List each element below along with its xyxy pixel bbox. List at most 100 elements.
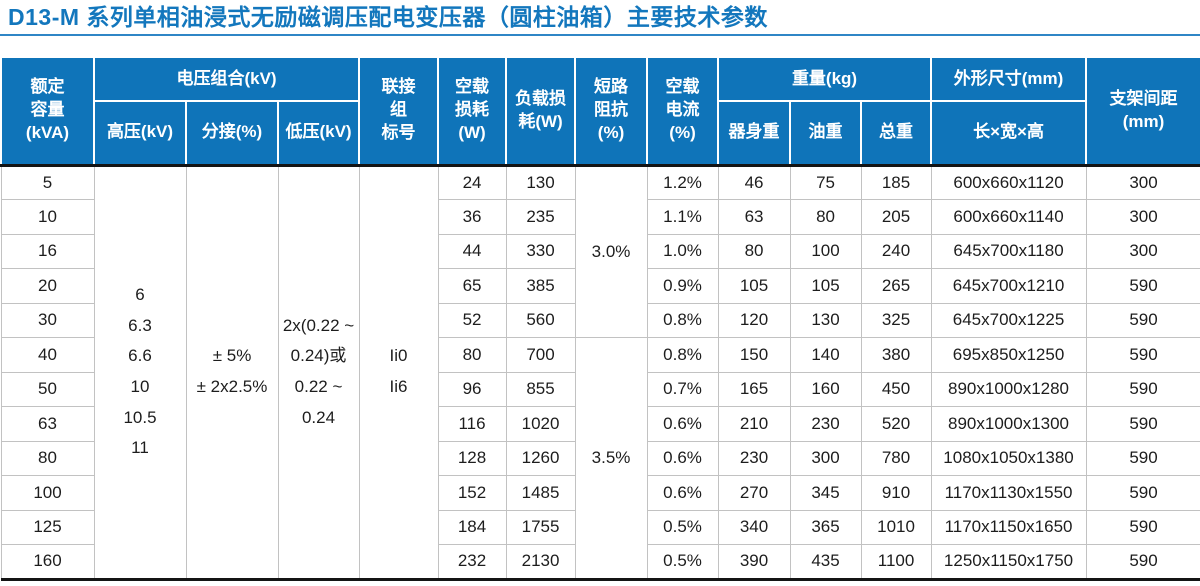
cell-kva: 160 xyxy=(0,544,95,580)
table-row: 16 44 330 1.0% 80 100 240 645x700x1180 3… xyxy=(0,233,1200,269)
cell-kva: 40 xyxy=(0,337,95,373)
cell-load-loss: 560 xyxy=(505,302,576,338)
header-voltage-group: 电压组合(kV) xyxy=(92,56,361,102)
cell-oil-weight: 105 xyxy=(789,268,862,304)
page-title: D13-M 系列单相油浸式无励磁调压配电变压器（圆柱油箱）主要技术参数 xyxy=(8,4,768,30)
cell-load-loss: 235 xyxy=(505,199,576,235)
cell-bracket-spacing: 590 xyxy=(1085,337,1200,373)
cell-no-load-current: 0.8% xyxy=(646,337,719,373)
cell-bracket-spacing: 590 xyxy=(1085,371,1200,407)
cell-bracket-spacing: 590 xyxy=(1085,475,1200,511)
cell-kva: 5 xyxy=(0,164,95,200)
cell-body-weight: 340 xyxy=(717,509,791,545)
cell-connection-values: Ii0 Ii6 xyxy=(358,164,439,580)
cell-dimensions: 890x1000x1300 xyxy=(930,406,1087,442)
cell-oil-weight: 345 xyxy=(789,475,862,511)
table-row: 63 116 1020 0.6% 210 230 520 890x1000x13… xyxy=(0,406,1200,442)
header-bracket-spacing: 支架间距 (mm) xyxy=(1085,56,1200,166)
cell-no-load-current: 0.6% xyxy=(646,475,719,511)
cell-dimensions: 645x700x1225 xyxy=(930,302,1087,338)
cell-total-weight: 240 xyxy=(860,233,932,269)
cell-load-loss: 330 xyxy=(505,233,576,269)
table-row: 30 52 560 0.8% 120 130 325 645x700x1225 … xyxy=(0,302,1200,338)
header-no-load-current: 空载 电流 (%) xyxy=(646,56,720,166)
cell-load-loss: 2130 xyxy=(505,544,576,580)
cell-body-weight: 210 xyxy=(717,406,791,442)
cell-bracket-spacing: 300 xyxy=(1085,233,1200,269)
cell-no-load-current: 0.5% xyxy=(646,509,719,545)
cell-hv-values: 6 6.3 6.6 10 10.5 11 xyxy=(93,164,187,580)
cell-load-loss: 1485 xyxy=(505,475,576,511)
cell-lv-values: 2x(0.22 ~ 0.24)或 0.22 ~ 0.24 xyxy=(277,164,360,580)
cell-kva: 100 xyxy=(0,475,95,511)
cell-body-weight: 80 xyxy=(717,233,791,269)
cell-oil-weight: 365 xyxy=(789,509,862,545)
cell-total-weight: 1100 xyxy=(860,544,932,580)
cell-body-weight: 150 xyxy=(717,337,791,373)
cell-oil-weight: 140 xyxy=(789,337,862,373)
cell-kva: 30 xyxy=(0,302,95,338)
cell-oil-weight: 100 xyxy=(789,233,862,269)
header-tap: 分接(%) xyxy=(185,100,279,166)
table-row: 10 36 235 1.1% 63 80 205 600x660x1140 30… xyxy=(0,199,1200,235)
cell-dimensions: 600x660x1120 xyxy=(930,164,1087,200)
cell-dimensions: 1080x1050x1380 xyxy=(930,440,1087,476)
cell-total-weight: 185 xyxy=(860,164,932,200)
cell-kva: 10 xyxy=(0,199,95,235)
cell-no-load-current: 0.7% xyxy=(646,371,719,407)
cell-no-load-current: 1.2% xyxy=(646,164,719,200)
cell-no-load-loss: 24 xyxy=(437,164,507,200)
cell-total-weight: 780 xyxy=(860,440,932,476)
cell-body-weight: 105 xyxy=(717,268,791,304)
cell-bracket-spacing: 590 xyxy=(1085,544,1200,580)
cell-body-weight: 63 xyxy=(717,199,791,235)
table-row: 20 65 385 0.9% 105 105 265 645x700x1210 … xyxy=(0,268,1200,304)
cell-dimensions: 1170x1150x1650 xyxy=(930,509,1087,545)
cell-no-load-current: 0.9% xyxy=(646,268,719,304)
cell-dimensions: 645x700x1210 xyxy=(930,268,1087,304)
table-row: 50 96 855 0.7% 165 160 450 890x1000x1280… xyxy=(0,371,1200,407)
table-header: 额定 容量 (kVA) 电压组合(kV) 联接 组 标号 空载 损耗 (W) 负… xyxy=(0,56,1200,166)
cell-no-load-loss: 44 xyxy=(437,233,507,269)
cell-dimensions: 695x850x1250 xyxy=(930,337,1087,373)
cell-tap-values: ± 5% ± 2x2.5% xyxy=(185,164,279,580)
table-row: 40 80 700 3.5% 0.8% 150 140 380 695x850x… xyxy=(0,337,1200,580)
cell-total-weight: 265 xyxy=(860,268,932,304)
table-row: 160 232 2130 0.5% 390 435 1100 1250x1150… xyxy=(0,544,1200,580)
cell-no-load-current: 1.0% xyxy=(646,233,719,269)
cell-no-load-current: 0.6% xyxy=(646,440,719,476)
cell-total-weight: 205 xyxy=(860,199,932,235)
cell-no-load-loss: 65 xyxy=(437,268,507,304)
header-oil-weight: 油重 xyxy=(789,100,863,166)
cell-dimensions: 645x700x1180 xyxy=(930,233,1087,269)
cell-total-weight: 1010 xyxy=(860,509,932,545)
cell-oil-weight: 230 xyxy=(789,406,862,442)
cell-no-load-loss: 80 xyxy=(437,337,507,373)
cell-body-weight: 270 xyxy=(717,475,791,511)
header-total-weight: 总重 xyxy=(860,100,933,166)
cell-load-loss: 385 xyxy=(505,268,576,304)
cell-total-weight: 380 xyxy=(860,337,932,373)
header-rated-capacity: 额定 容量 (kVA) xyxy=(0,56,95,166)
cell-oil-weight: 300 xyxy=(789,440,862,476)
table-row: 5 6 6.3 6.6 10 10.5 11 ± 5% ± 2x2.5% 2x(… xyxy=(0,164,1200,580)
cell-body-weight: 46 xyxy=(717,164,791,200)
cell-dimensions: 890x1000x1280 xyxy=(930,371,1087,407)
cell-body-weight: 390 xyxy=(717,544,791,580)
cell-total-weight: 910 xyxy=(860,475,932,511)
cell-body-weight: 120 xyxy=(717,302,791,338)
cell-bracket-spacing: 300 xyxy=(1085,199,1200,235)
cell-bracket-spacing: 590 xyxy=(1085,268,1200,304)
table-body: 5 6 6.3 6.6 10 10.5 11 ± 5% ± 2x2.5% 2x(… xyxy=(0,164,1200,580)
cell-load-loss: 700 xyxy=(505,337,576,373)
header-no-load-loss: 空载 损耗 (W) xyxy=(437,56,508,166)
cell-no-load-loss: 128 xyxy=(437,440,507,476)
cell-no-load-current: 0.6% xyxy=(646,406,719,442)
cell-no-load-loss: 52 xyxy=(437,302,507,338)
header-connection-group: 联接 组 标号 xyxy=(358,56,440,166)
cell-oil-weight: 130 xyxy=(789,302,862,338)
cell-load-loss: 1020 xyxy=(505,406,576,442)
header-lv: 低压(kV) xyxy=(276,100,361,166)
header-hv: 高压(kV) xyxy=(93,100,187,166)
